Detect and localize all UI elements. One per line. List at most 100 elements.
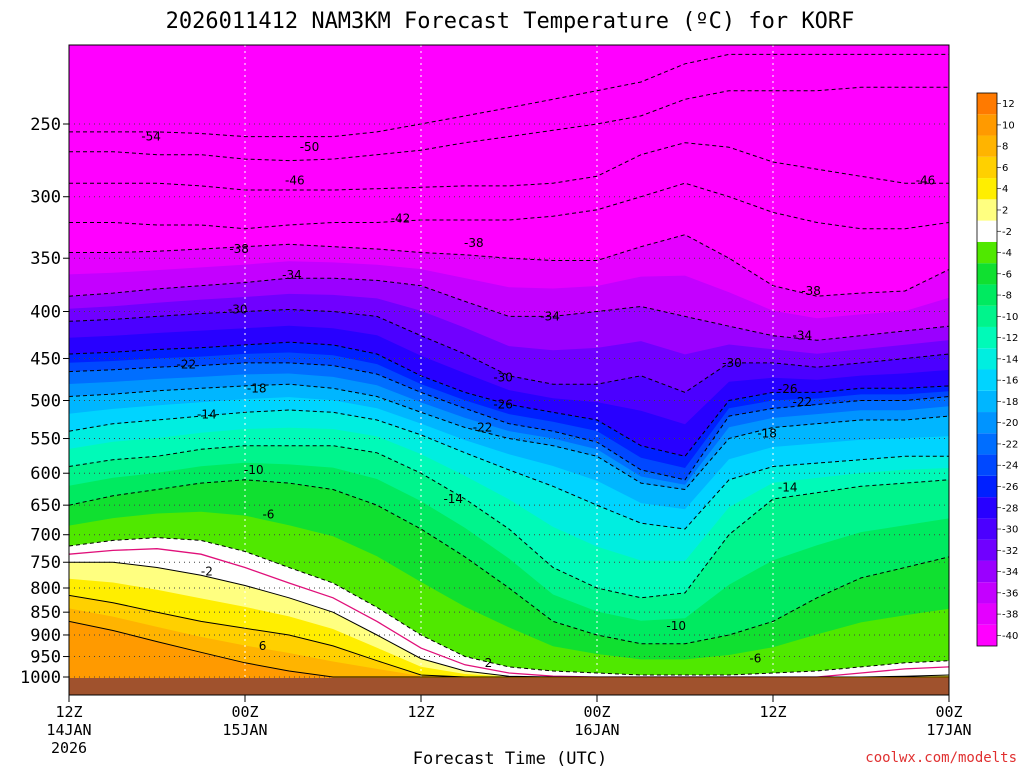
x-tick-label: 2026 (51, 739, 87, 757)
contour-label: -22 (793, 395, 813, 409)
colorbar-label: -8 (1002, 291, 1012, 302)
y-tick-label: 700 (30, 526, 61, 546)
colorbar-label: -34 (1002, 567, 1018, 578)
colorbar-label: -6 (1002, 269, 1012, 280)
colorbar-label: 4 (1002, 184, 1008, 195)
contour-label: -2 (201, 565, 213, 579)
y-tick-label: 750 (30, 553, 61, 573)
colorbar-swatch (977, 263, 997, 285)
contour-label: -54 (141, 130, 161, 144)
colorbar-label: -10 (1002, 312, 1018, 323)
contour-label: -42 (391, 212, 411, 226)
y-tick-label: 450 (30, 349, 61, 369)
colorbar-label: -4 (1002, 248, 1012, 259)
contour-label: -22 (473, 420, 493, 434)
colorbar-swatch (977, 326, 997, 349)
colorbar-label: -22 (1002, 439, 1018, 450)
contour-label: -30 (493, 371, 513, 385)
colorbar-label: -24 (1002, 461, 1018, 472)
x-tick-label: 14JAN (46, 721, 91, 739)
y-tick-label: 850 (30, 603, 61, 623)
colorbar-swatch (977, 241, 997, 264)
colorbar-swatch (977, 433, 997, 455)
colorbar-label: 8 (1002, 142, 1008, 153)
contour-label: -14 (778, 481, 798, 495)
isotherm--54 (69, 53, 949, 138)
colorbar-label: 12 (1002, 99, 1015, 110)
colorbar-swatch (977, 178, 997, 200)
isotherm--42 (69, 182, 949, 230)
colorbar-label: -30 (1002, 525, 1018, 536)
colorbar-label: -2 (1002, 227, 1012, 238)
contour-label: -10 (666, 619, 686, 633)
colorbar-swatch (977, 390, 997, 413)
x-tick-label: 15JAN (222, 721, 267, 739)
contour-label: -26 (778, 382, 798, 396)
isotherm--38 (69, 234, 949, 297)
isotherm--22 (69, 362, 949, 481)
contour-label: -30 (228, 302, 248, 316)
isotherm-10 (69, 620, 949, 678)
colorbar-swatch (977, 199, 997, 221)
colorbar-label: -36 (1002, 588, 1018, 599)
contour-label: -18 (247, 381, 267, 395)
colorbar: -40-38-36-34-32-30-28-26-24-22-20-18-16-… (976, 92, 1018, 647)
colorbar-label: -26 (1002, 482, 1018, 493)
colorbar-label: -20 (1002, 418, 1018, 429)
contour-label: -50 (300, 140, 320, 154)
colorbar-swatch (977, 305, 997, 327)
colorbar-swatch (977, 114, 997, 136)
x-axis-label: Forecast Time (UTC) (413, 749, 607, 768)
colorbar-swatch (977, 624, 997, 646)
contour-label: -46 (916, 173, 936, 187)
colorbar-swatch (977, 348, 997, 370)
colorbar-label: -14 (1002, 354, 1018, 365)
contour-label: -38 (229, 242, 249, 256)
colorbar-swatch (977, 156, 997, 179)
colorbar-label: -38 (1002, 610, 1018, 621)
y-tick-label: 950 (30, 648, 61, 668)
isotherm--10 (69, 445, 949, 599)
x-tick-label: 17JAN (926, 721, 971, 739)
plot-frame (68, 44, 950, 696)
x-tick-label: 12Z (407, 703, 434, 721)
x-tick-label: 12Z (55, 703, 82, 721)
colorbar-label: -28 (1002, 503, 1018, 514)
isotherm--34 (69, 277, 949, 341)
colorbar-label: 6 (1002, 163, 1008, 174)
isotherm-contours (69, 53, 949, 678)
contour-label: -38 (801, 284, 821, 298)
isotherm--46 (69, 142, 949, 191)
contour-label: -14 (197, 408, 217, 422)
x-tick-label: 12Z (759, 703, 786, 721)
contour-label: -22 (177, 358, 197, 372)
isotherm--14 (69, 409, 949, 530)
isotherm--2 (69, 537, 949, 676)
colorbar-swatch (977, 560, 997, 583)
contour-label: -14 (443, 492, 463, 506)
x-tick-label: 16JAN (574, 721, 619, 739)
y-tick-label: 600 (30, 464, 61, 484)
colorbar-label: -12 (1002, 333, 1018, 344)
contour-label: 2 (485, 656, 493, 670)
contour-label: -34 (282, 268, 302, 282)
colorbar-label: -40 (1002, 631, 1018, 642)
credit-text: coolwx.com/modelts (865, 750, 1017, 766)
isotherm--6 (69, 479, 949, 645)
contour-labels: -54 -50 -46 -46 -42 -38 -38 -38 -34 -34 -34 -30 -30 -… (141, 130, 935, 670)
contour-label: 6 (259, 639, 267, 653)
y-tick-label: 250 (30, 115, 61, 135)
colorbar-swatch (977, 539, 997, 561)
colorbar-label: -16 (1002, 376, 1018, 387)
contour-label: -6 (749, 652, 761, 666)
contour-label: -10 (244, 463, 264, 477)
y-tick-label: 300 (30, 188, 61, 208)
x-tick-label: 00Z (935, 703, 962, 721)
colorbar-swatch (977, 518, 997, 540)
colorbar-swatch (977, 497, 997, 519)
contour-label: -18 (757, 426, 777, 440)
contour-label: -34 (540, 309, 560, 323)
colorbar-frame (976, 92, 998, 647)
